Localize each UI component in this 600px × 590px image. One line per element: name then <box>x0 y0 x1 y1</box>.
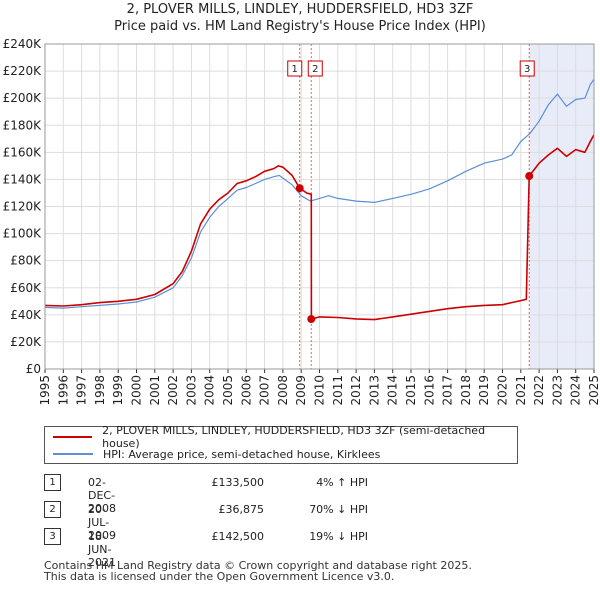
legend-item-property: 2, PLOVER MILLS, LINDLEY, HUDDERSFIELD, … <box>53 424 517 450</box>
sale-label-number: 2 <box>312 64 318 75</box>
y-tick-label: £80K <box>10 254 42 268</box>
y-tick-label: £40K <box>10 308 42 322</box>
x-tick-label: 1999 <box>111 375 125 406</box>
x-tick-label: 2024 <box>569 375 583 406</box>
sale-point <box>295 184 304 193</box>
sale-label-box <box>519 60 535 77</box>
x-tick-label: 1996 <box>56 375 70 406</box>
x-tick-label: 1995 <box>38 375 52 406</box>
y-tick-label: £180K <box>3 118 43 132</box>
legend-swatch-property <box>53 436 93 438</box>
sale-label-box <box>287 60 303 77</box>
x-tick-label: 2005 <box>221 375 235 406</box>
x-tick-label: 2006 <box>239 375 253 406</box>
x-tick-label: 2004 <box>203 375 217 406</box>
y-tick-label: £100K <box>3 227 43 241</box>
x-tick-label: 2003 <box>184 375 198 406</box>
sale-price: £36,875 <box>218 503 265 516</box>
y-tick-label: £160K <box>3 145 43 159</box>
x-tick-label: 2008 <box>276 375 290 406</box>
y-tick-label: £0 <box>26 362 41 376</box>
x-tick-label: 2016 <box>422 375 436 406</box>
sale-price: £133,500 <box>211 476 265 489</box>
sale-number-box: 1 <box>44 474 61 491</box>
sale-number-box: 3 <box>44 528 61 545</box>
chart-subtitle: Price paid vs. HM Land Registry's House … <box>114 19 486 34</box>
sale-point <box>307 315 316 324</box>
x-tick-label: 2010 <box>313 375 327 406</box>
y-tick-label: £20K <box>10 335 42 349</box>
x-tick-label: 2014 <box>386 375 400 406</box>
sale-date: 20-JUL-2009 <box>88 503 116 542</box>
sale-point <box>525 172 534 181</box>
sale-label-box <box>307 60 323 77</box>
chart-title: 2, PLOVER MILLS, LINDLEY, HUDDERSFIELD, … <box>126 2 474 17</box>
y-tick-label: £120K <box>3 200 43 214</box>
legend: 2, PLOVER MILLS, LINDLEY, HUDDERSFIELD, … <box>44 424 518 464</box>
x-tick-label: 2018 <box>459 375 473 406</box>
legend-label-hpi: HPI: Average price, semi-detached house,… <box>103 447 381 461</box>
sale-date: 02-DEC-2008 <box>88 476 116 515</box>
legend-label-property: 2, PLOVER MILLS, LINDLEY, HUDDERSFIELD, … <box>102 424 486 450</box>
x-tick-label: 2017 <box>441 375 455 406</box>
x-tick-label: 2021 <box>514 375 528 406</box>
x-tick-label: 2020 <box>496 375 510 406</box>
legend-swatch-hpi <box>53 453 93 455</box>
x-tick-label: 2001 <box>148 375 162 406</box>
x-tick-label: 2000 <box>130 375 144 406</box>
sale-date: 18-JUN-2021 <box>88 530 116 569</box>
y-tick-label: £140K <box>3 172 43 186</box>
y-tick-label: £220K <box>3 64 43 78</box>
sale-number-box: 2 <box>44 501 61 518</box>
y-tick-label: £240K <box>3 37 43 51</box>
x-tick-label: 2012 <box>349 375 363 406</box>
y-tick-label: £200K <box>3 91 43 105</box>
x-tick-label: 2011 <box>331 375 345 406</box>
hpi-line <box>44 78 595 309</box>
sale-label-number: 3 <box>524 64 530 75</box>
x-tick-label: 2009 <box>294 375 308 406</box>
sale-hpi-diff: 70% ↓ HPI <box>309 503 368 516</box>
x-tick-label: 1998 <box>93 375 107 406</box>
x-tick-label: 2002 <box>166 375 180 406</box>
y-tick-label: £60K <box>10 281 42 295</box>
legend-item-hpi: HPI: Average price, semi-detached house,… <box>53 446 380 462</box>
sale-label-number: 1 <box>292 64 298 75</box>
footer: Contains HM Land Registry data © Crown c… <box>44 560 472 582</box>
plot-frame <box>44 43 595 370</box>
footer-licence: This data is licensed under the Open Gov… <box>44 570 395 583</box>
x-tick-label: 2019 <box>477 375 491 406</box>
x-tick-label: 2023 <box>550 375 564 406</box>
price-chart: £0 £20K £40K £60K £80K £100K £120K £140K £160K £1… <box>3 37 600 406</box>
sale-price: £142,500 <box>211 530 265 543</box>
footer-copyright: Contains HM Land Registry data © Crown c… <box>44 559 472 572</box>
x-tick-label: 2025 <box>587 375 600 406</box>
sale-hpi-diff: 19% ↓ HPI <box>309 530 368 543</box>
x-tick-label: 1997 <box>75 375 89 406</box>
x-tick-label: 2013 <box>367 375 381 406</box>
x-tick-label: 2015 <box>404 375 418 406</box>
x-tick-label: 2022 <box>532 375 546 406</box>
sale-hpi-diff: 4% ↑ HPI <box>316 476 368 489</box>
x-tick-label: 2007 <box>258 375 272 406</box>
